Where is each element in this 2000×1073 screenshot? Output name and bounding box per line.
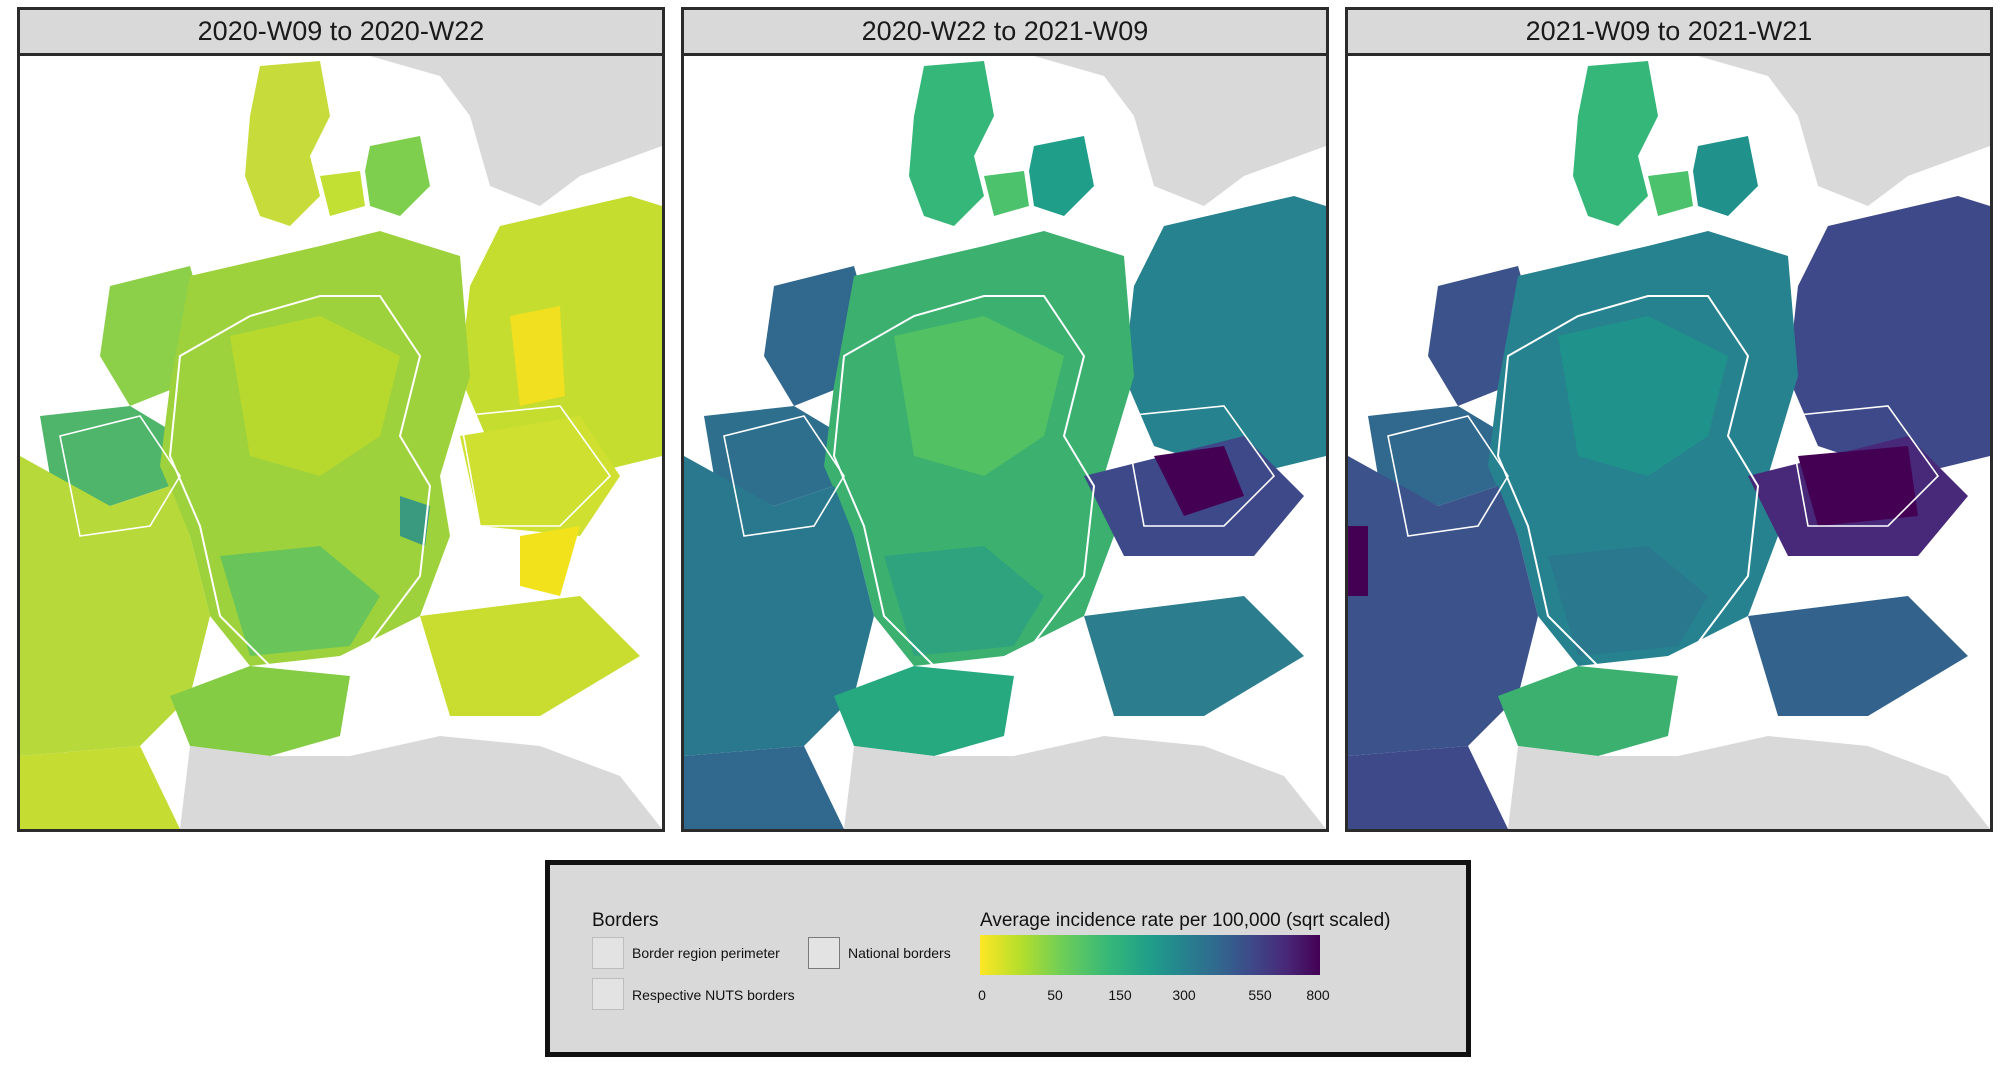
border-region-perimeter-swatch xyxy=(592,937,624,969)
national-borders-swatch xyxy=(808,937,840,969)
borders-legend-title: Borders xyxy=(592,910,659,931)
national-borders-label: National borders xyxy=(848,945,951,961)
colorbar-tick: 550 xyxy=(1248,987,1272,1003)
colorbar-tick: 300 xyxy=(1172,987,1196,1003)
panel-title: 2020-W22 to 2021-W09 xyxy=(684,10,1326,56)
panel-title: 2021-W09 to 2021-W21 xyxy=(1348,10,1990,56)
colorbar-title: Average incidence rate per 100,000 (sqrt… xyxy=(980,910,1391,931)
colorbar-tick: 50 xyxy=(1047,987,1063,1003)
map-panel-2: 2020-W22 to 2021-W09 xyxy=(681,7,1329,832)
nuts-borders-label: Respective NUTS borders xyxy=(632,987,795,1003)
colorbar-tick: 150 xyxy=(1108,987,1132,1003)
map-panel-3: 2021-W09 to 2021-W21 xyxy=(1345,7,1993,832)
nuts-borders-swatch xyxy=(592,978,624,1010)
choropleth-map xyxy=(20,56,662,829)
colorbar-tick: 0 xyxy=(978,987,986,1003)
map-legend: Borders Border region perimeter National… xyxy=(545,860,1471,1057)
choropleth-map xyxy=(684,56,1326,829)
viridis-colorbar xyxy=(980,935,1320,975)
colorbar-tick: 800 xyxy=(1306,987,1330,1003)
panel-title: 2020-W09 to 2020-W22 xyxy=(20,10,662,56)
border-region-perimeter-label: Border region perimeter xyxy=(632,945,780,961)
choropleth-map xyxy=(1348,56,1990,829)
map-panel-1: 2020-W09 to 2020-W22 xyxy=(17,7,665,832)
